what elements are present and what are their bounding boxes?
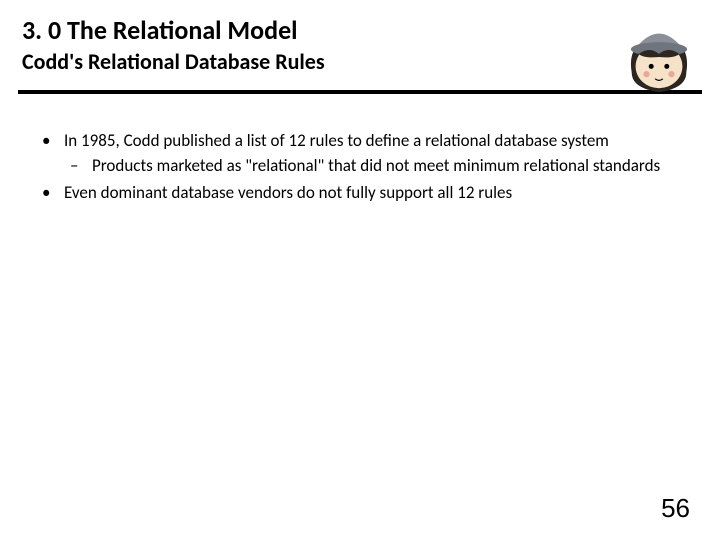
list-item: In 1985, Codd published a list of 12 rul… bbox=[36, 130, 684, 178]
slide-title: 3. 0 The Relational Model bbox=[22, 14, 698, 46]
header-divider bbox=[18, 90, 702, 94]
bullet-sublist: Products marketed as "relational" that d… bbox=[64, 155, 684, 178]
list-item: Products marketed as "relational" that d… bbox=[64, 155, 684, 178]
slide-header: 3. 0 The Relational Model Codd's Relatio… bbox=[22, 14, 698, 75]
list-item: Even dominant database vendors do not fu… bbox=[36, 182, 684, 205]
avatar-icon bbox=[620, 18, 698, 96]
bullet-text: Even dominant database vendors do not fu… bbox=[64, 182, 512, 203]
slide: 3. 0 The Relational Model Codd's Relatio… bbox=[0, 0, 720, 540]
slide-body: In 1985, Codd published a list of 12 rul… bbox=[36, 130, 684, 209]
bullet-text: Products marketed as "relational" that d… bbox=[92, 155, 660, 176]
bullet-list: In 1985, Codd published a list of 12 rul… bbox=[36, 130, 684, 205]
slide-subtitle: Codd's Relational Database Rules bbox=[22, 48, 698, 75]
bullet-text: In 1985, Codd published a list of 12 rul… bbox=[64, 130, 609, 151]
page-number: 56 bbox=[661, 493, 690, 524]
